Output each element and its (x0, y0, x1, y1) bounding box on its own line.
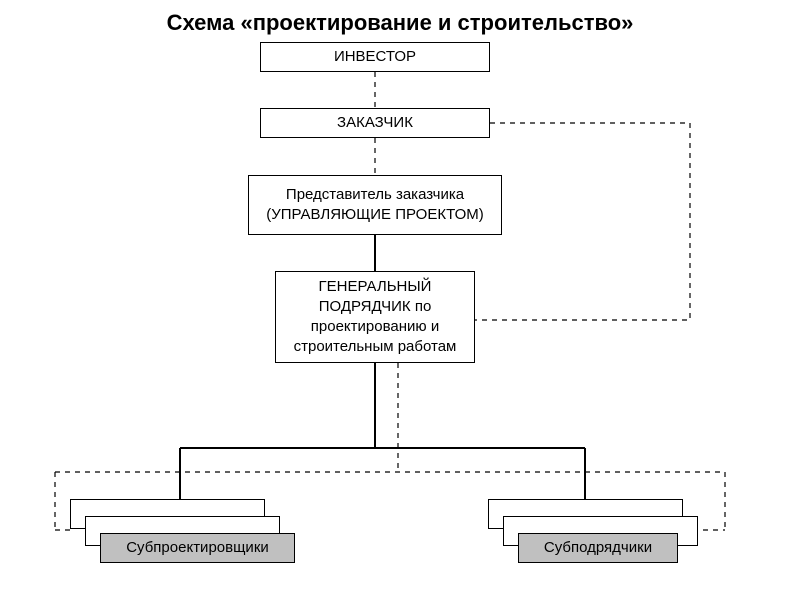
node-customer-representative: Представитель заказчика (УПРАВЛЯЮЩИЕ ПРО… (248, 175, 502, 235)
node-subdesigners: Субпроектировщики (100, 533, 295, 563)
diagram-title: Схема «проектирование и строительство» (0, 10, 800, 36)
node-subcontractors: Субподрядчики (518, 533, 678, 563)
node-customer: ЗАКАЗЧИК (260, 108, 490, 138)
node-general-contractor: ГЕНЕРАЛЬНЫЙ ПОДРЯДЧИК по проектированию … (275, 271, 475, 363)
representative-line2: (УПРАВЛЯЮЩИЕ ПРОЕКТОМ) (266, 205, 484, 225)
representative-line1: Представитель заказчика (266, 185, 484, 205)
node-investor: ИНВЕСТОР (260, 42, 490, 72)
